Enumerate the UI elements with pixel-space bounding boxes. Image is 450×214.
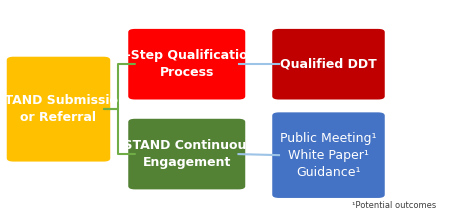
- Text: Qualified DDT: Qualified DDT: [280, 58, 377, 71]
- FancyBboxPatch shape: [272, 112, 385, 198]
- FancyBboxPatch shape: [128, 29, 245, 100]
- FancyBboxPatch shape: [272, 29, 385, 100]
- FancyBboxPatch shape: [128, 119, 245, 189]
- Text: Public Meeting¹
White Paper¹
Guidance¹: Public Meeting¹ White Paper¹ Guidance¹: [280, 132, 377, 179]
- Text: 3-Step Qualification
Process: 3-Step Qualification Process: [117, 49, 256, 79]
- Text: ISTAND Submission
or Referral: ISTAND Submission or Referral: [0, 94, 126, 124]
- Text: ¹Potential outcomes: ¹Potential outcomes: [352, 201, 436, 210]
- Text: ISTAND Continuous
Engagement: ISTAND Continuous Engagement: [119, 139, 254, 169]
- FancyBboxPatch shape: [7, 57, 110, 162]
